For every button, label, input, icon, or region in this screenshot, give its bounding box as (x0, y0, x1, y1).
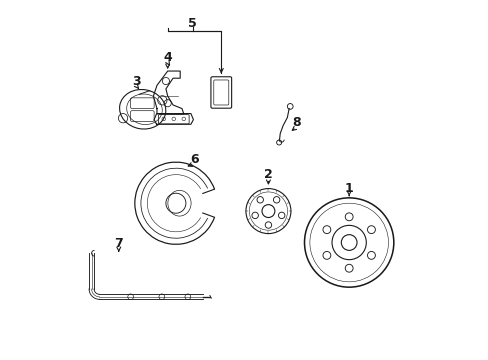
Text: 1: 1 (344, 182, 353, 195)
Text: 3: 3 (132, 75, 141, 88)
Text: 6: 6 (190, 153, 199, 166)
Text: 2: 2 (264, 168, 272, 181)
Text: 4: 4 (163, 51, 172, 64)
Text: 5: 5 (188, 17, 197, 30)
Text: 8: 8 (291, 116, 300, 129)
Text: 7: 7 (114, 237, 123, 250)
